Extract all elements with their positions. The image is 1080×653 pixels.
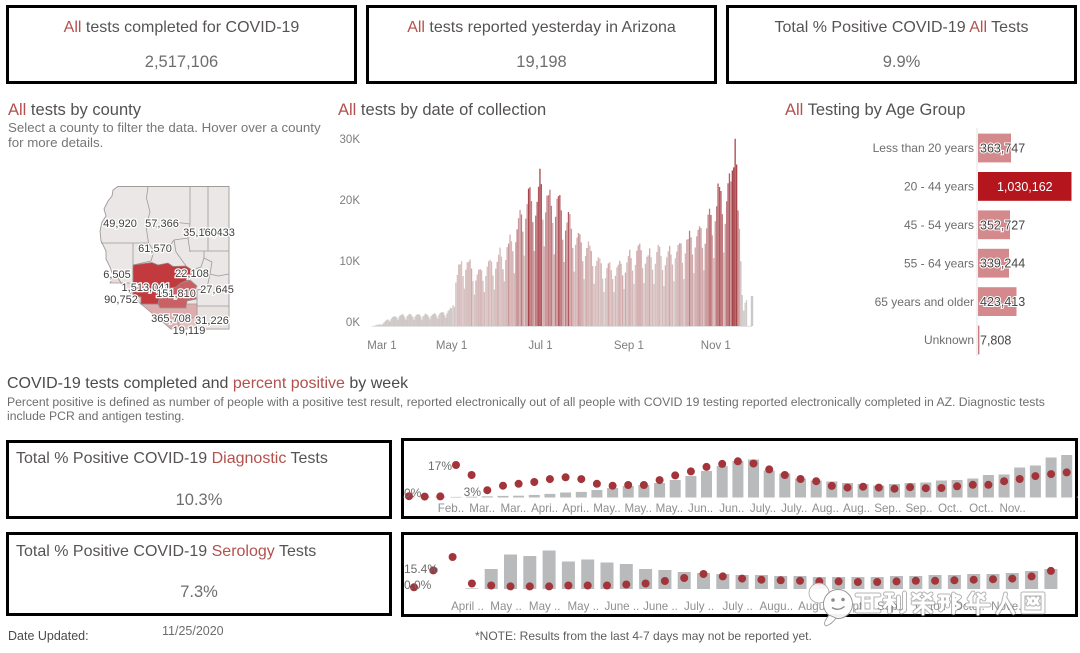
svg-text:Feb..: Feb..	[438, 502, 464, 515]
svg-text:0K: 0K	[346, 317, 360, 329]
svg-text:Mar 1: Mar 1	[367, 340, 396, 352]
svg-text:Aug..: Aug..	[812, 502, 839, 515]
svg-text:35,160: 35,160	[183, 227, 217, 239]
svg-text:July ..: July ..	[684, 600, 714, 613]
svg-text:Nov..: Nov..	[999, 502, 1025, 515]
svg-text:Mar..: Mar..	[469, 502, 495, 515]
svg-text:Apri..: Apri..	[562, 502, 589, 515]
svg-text:Jun..: Jun..	[688, 502, 713, 515]
svg-text:Nov 1: Nov 1	[701, 340, 731, 352]
svg-text:Less than 20 years: Less than 20 years	[873, 141, 974, 155]
svg-text:1,030,162: 1,030,162	[997, 180, 1053, 194]
svg-text:July..: July..	[781, 502, 807, 515]
svg-text:3%: 3%	[464, 485, 482, 499]
svg-text:7,808: 7,808	[980, 334, 1011, 348]
svg-text:45 - 54 years: 45 - 54 years	[904, 218, 974, 232]
svg-text:151,810: 151,810	[156, 288, 196, 300]
svg-text:Jul 1: Jul 1	[528, 340, 552, 352]
svg-text:57,366: 57,366	[145, 218, 179, 230]
svg-text:17%: 17%	[428, 459, 452, 473]
svg-text:May ..: May ..	[490, 600, 522, 613]
svg-text:June ..: June ..	[643, 600, 678, 613]
svg-text:10K: 10K	[340, 256, 361, 268]
svg-text:30K: 30K	[340, 134, 361, 146]
svg-text:19,119: 19,119	[173, 325, 206, 337]
svg-text:1,513,041: 1,513,041	[122, 282, 171, 294]
svg-text:Augu..: Augu..	[760, 600, 794, 613]
svg-text:April ..: April ..	[451, 600, 484, 613]
svg-text:Oct..: Oct..	[969, 502, 993, 515]
svg-text:31,226: 31,226	[195, 315, 229, 327]
svg-text:Aug..: Aug..	[843, 502, 870, 515]
svg-text:Jun..: Jun..	[719, 502, 744, 515]
svg-text:20 - 44 years: 20 - 44 years	[904, 180, 974, 194]
svg-text:May 1: May 1	[436, 340, 467, 352]
svg-text:July..: July..	[750, 502, 776, 515]
svg-text:27,645: 27,645	[200, 284, 234, 296]
svg-text:May..: May..	[656, 502, 683, 515]
svg-text:61,570: 61,570	[138, 243, 172, 255]
svg-text:Sep..: Sep..	[874, 502, 901, 515]
svg-text:22,108: 22,108	[175, 268, 209, 280]
svg-text:Apri..: Apri..	[531, 502, 558, 515]
svg-text:10,433: 10,433	[201, 227, 235, 239]
svg-text:May..: May..	[624, 502, 651, 515]
svg-text:365,708: 365,708	[151, 313, 191, 325]
svg-text:Oct..: Oct..	[938, 502, 962, 515]
svg-text:May..: May..	[593, 502, 620, 515]
svg-text:15.4%: 15.4%	[404, 562, 438, 576]
svg-text:352,727: 352,727	[980, 218, 1025, 232]
svg-text:423,413: 423,413	[980, 295, 1025, 309]
svg-text:90,752: 90,752	[104, 294, 138, 306]
svg-text:363,747: 363,747	[980, 142, 1025, 156]
svg-text:20K: 20K	[340, 195, 361, 207]
svg-text:Mar..: Mar..	[501, 502, 527, 515]
svg-text:Sep..: Sep..	[905, 502, 932, 515]
svg-text:Sep 1: Sep 1	[614, 340, 644, 352]
svg-text:Unknown: Unknown	[924, 333, 974, 347]
svg-text:June ..: June ..	[604, 600, 639, 613]
svg-text:May ..: May ..	[568, 600, 600, 613]
svg-text:339,244: 339,244	[980, 257, 1025, 271]
svg-text:49,920: 49,920	[103, 218, 137, 230]
svg-text:55 - 64 years: 55 - 64 years	[904, 256, 974, 270]
svg-text:0%: 0%	[404, 486, 422, 500]
svg-text:July ..: July ..	[723, 600, 753, 613]
svg-text:0.0%: 0.0%	[404, 578, 432, 592]
svg-text:May ..: May ..	[529, 600, 561, 613]
svg-text:6,505: 6,505	[103, 269, 131, 281]
svg-text:65 years and older: 65 years and older	[875, 295, 974, 309]
